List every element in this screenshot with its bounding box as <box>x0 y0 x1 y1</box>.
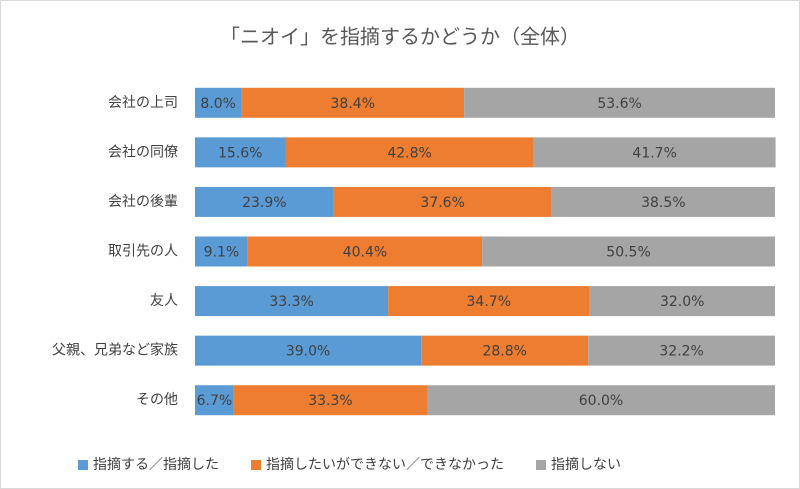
bar-segment <box>464 87 775 118</box>
y-tick-label: 会社の後輩 <box>108 194 178 210</box>
bar-segment <box>427 385 775 416</box>
legend-label: 指摘したいができない／できなかった <box>266 456 504 473</box>
legend-label: 指摘する／指摘した <box>93 456 219 473</box>
legend-label: 指摘しない <box>551 456 621 473</box>
bar-segment <box>421 335 589 366</box>
y-tick-label: 会社の同僚 <box>108 144 178 160</box>
bar-segment <box>285 137 534 168</box>
y-tick-label: 父親、兄弟など家族 <box>52 342 178 359</box>
bar-segment <box>195 335 422 366</box>
legend-swatch <box>536 460 546 470</box>
data-label: 32.2% <box>659 344 703 360</box>
bar-segment <box>241 87 465 118</box>
bar-segment <box>533 137 776 168</box>
data-label: 60.0% <box>579 393 623 409</box>
bar-segment <box>588 335 775 366</box>
data-label: 6.7% <box>197 393 233 409</box>
bar-segment <box>195 236 248 267</box>
bar-segment <box>247 236 483 267</box>
legend-swatch <box>251 460 261 470</box>
data-label: 50.5% <box>606 245 650 261</box>
data-label: 40.4% <box>343 245 387 261</box>
bar-segment <box>482 236 775 267</box>
data-label: 37.6% <box>420 195 464 211</box>
data-label: 38.5% <box>641 195 685 211</box>
data-label: 23.9% <box>242 195 286 211</box>
bar-segment <box>233 385 427 416</box>
data-label: 38.4% <box>331 96 375 112</box>
data-label: 39.0% <box>286 344 330 360</box>
bar-segment <box>195 137 286 168</box>
data-label: 41.7% <box>632 145 676 161</box>
data-label: 34.7% <box>467 294 511 310</box>
bar-segment <box>388 286 590 317</box>
data-label: 53.6% <box>597 96 641 112</box>
y-tick-label: 会社の上司 <box>108 95 178 111</box>
bar-segment <box>551 186 775 217</box>
data-label: 8.0% <box>200 96 236 112</box>
chart-title: 「ニオイ」を指摘するかどうか（全体） <box>220 25 580 49</box>
data-label: 33.3% <box>269 294 313 310</box>
y-tick-label: 取引先の人 <box>108 244 178 260</box>
data-label: 33.3% <box>308 393 352 409</box>
data-label: 28.8% <box>482 344 526 360</box>
y-tick-label: その他 <box>136 392 178 408</box>
bar-segment <box>333 186 552 217</box>
data-label: 32.0% <box>660 294 704 310</box>
data-label: 9.1% <box>204 245 240 261</box>
bar-segment <box>589 286 775 317</box>
legend-swatch <box>78 460 88 470</box>
bar-segment <box>195 87 242 118</box>
bar-segment <box>195 286 389 317</box>
y-tick-label: 友人 <box>150 293 178 309</box>
data-label: 15.6% <box>218 145 262 161</box>
bar-segment <box>195 186 334 217</box>
bar-segment <box>195 385 234 416</box>
data-label: 42.8% <box>387 145 431 161</box>
